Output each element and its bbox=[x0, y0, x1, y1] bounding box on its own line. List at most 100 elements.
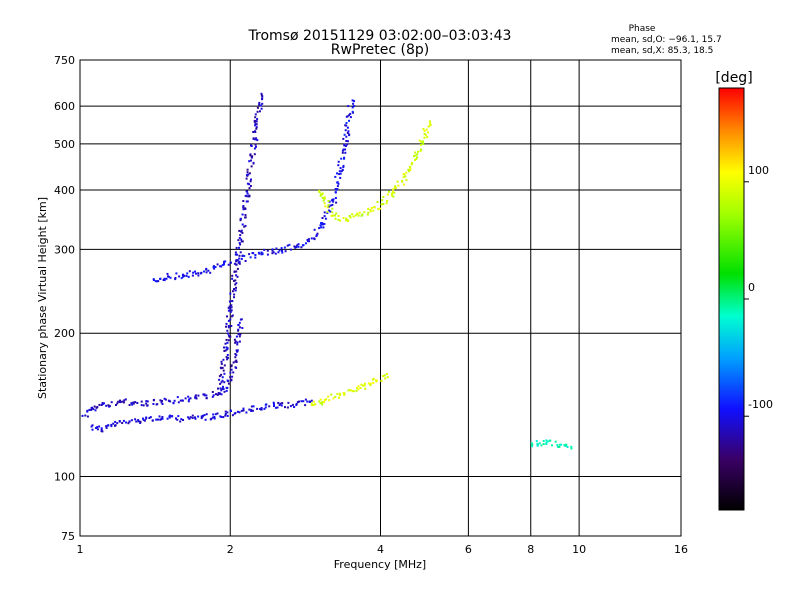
data-point bbox=[351, 390, 354, 392]
data-point bbox=[254, 116, 257, 119]
data-point bbox=[356, 213, 359, 216]
data-point bbox=[376, 201, 379, 203]
y-tick-label: 100 bbox=[54, 471, 75, 484]
data-point bbox=[325, 398, 328, 401]
data-point bbox=[154, 280, 157, 283]
data-point bbox=[132, 402, 135, 405]
data-point bbox=[90, 407, 93, 409]
data-point bbox=[228, 300, 231, 303]
data-point bbox=[336, 393, 339, 395]
data-point bbox=[367, 211, 370, 214]
data-point bbox=[236, 349, 239, 352]
data-point bbox=[178, 275, 181, 278]
data-point bbox=[175, 272, 178, 275]
data-point bbox=[242, 407, 245, 410]
data-point bbox=[357, 388, 360, 391]
data-point bbox=[217, 393, 220, 396]
data-point bbox=[180, 418, 183, 421]
data-point bbox=[197, 394, 200, 397]
data-point bbox=[336, 181, 339, 184]
data-point bbox=[351, 213, 354, 216]
data-point bbox=[186, 272, 189, 275]
data-point bbox=[392, 195, 395, 198]
data-point bbox=[283, 246, 286, 249]
data-point bbox=[139, 420, 142, 423]
data-point bbox=[238, 262, 241, 265]
data-point bbox=[191, 417, 194, 419]
data-point bbox=[238, 335, 241, 338]
data-point bbox=[224, 342, 227, 345]
data-point bbox=[161, 403, 164, 405]
data-point bbox=[226, 315, 228, 318]
data-point bbox=[289, 248, 292, 251]
data-point bbox=[231, 277, 234, 280]
data-point bbox=[286, 244, 289, 247]
data-point bbox=[364, 387, 367, 390]
data-point bbox=[185, 274, 188, 277]
data-point bbox=[231, 290, 234, 293]
data-point bbox=[118, 420, 121, 423]
data-point bbox=[428, 120, 431, 123]
data-point bbox=[212, 266, 215, 269]
data-point bbox=[252, 252, 255, 255]
data-point bbox=[423, 132, 426, 135]
data-point bbox=[149, 416, 152, 419]
data-point bbox=[254, 130, 256, 133]
data-point bbox=[355, 389, 358, 392]
data-point bbox=[140, 404, 143, 407]
data-point bbox=[174, 278, 177, 281]
data-point bbox=[146, 400, 149, 403]
data-point bbox=[164, 398, 167, 401]
data-point bbox=[227, 334, 230, 337]
data-point bbox=[220, 416, 223, 418]
data-point bbox=[250, 159, 252, 162]
data-point bbox=[423, 129, 426, 132]
data-point bbox=[136, 402, 139, 404]
data-point bbox=[295, 404, 298, 406]
data-point bbox=[152, 399, 155, 402]
colorbar-label: [deg] bbox=[715, 70, 752, 86]
data-point bbox=[409, 167, 412, 170]
data-point bbox=[293, 406, 296, 408]
data-point bbox=[223, 390, 226, 393]
data-point bbox=[241, 254, 244, 257]
data-point bbox=[241, 327, 244, 329]
data-point bbox=[401, 179, 404, 182]
data-point bbox=[247, 173, 250, 176]
data-point bbox=[324, 217, 327, 220]
data-point bbox=[166, 272, 169, 275]
data-point bbox=[402, 183, 405, 186]
data-point bbox=[352, 102, 355, 105]
data-point bbox=[155, 418, 158, 421]
data-point bbox=[235, 270, 238, 273]
data-point bbox=[334, 197, 337, 199]
data-point bbox=[414, 154, 417, 157]
data-point bbox=[229, 311, 232, 313]
data-point bbox=[234, 279, 237, 282]
data-point bbox=[390, 194, 393, 197]
data-point bbox=[166, 417, 169, 420]
data-point bbox=[535, 440, 538, 443]
data-point bbox=[163, 279, 166, 282]
data-point bbox=[330, 214, 333, 217]
data-point bbox=[194, 416, 196, 419]
data-point bbox=[348, 133, 351, 136]
data-point bbox=[546, 440, 549, 443]
data-point bbox=[306, 400, 309, 403]
data-point bbox=[260, 408, 262, 411]
data-point bbox=[334, 395, 337, 398]
data-point bbox=[345, 135, 348, 138]
x-tick-label: 6 bbox=[465, 543, 472, 556]
data-point bbox=[197, 415, 200, 418]
data-point bbox=[225, 325, 227, 328]
data-point bbox=[422, 128, 425, 130]
data-point bbox=[348, 215, 351, 217]
data-point bbox=[188, 270, 191, 273]
data-point bbox=[341, 151, 344, 154]
data-point bbox=[360, 214, 363, 217]
data-point bbox=[307, 240, 310, 243]
data-point bbox=[226, 379, 229, 382]
data-point bbox=[250, 165, 253, 168]
data-point bbox=[181, 399, 184, 402]
data-point bbox=[257, 251, 260, 254]
